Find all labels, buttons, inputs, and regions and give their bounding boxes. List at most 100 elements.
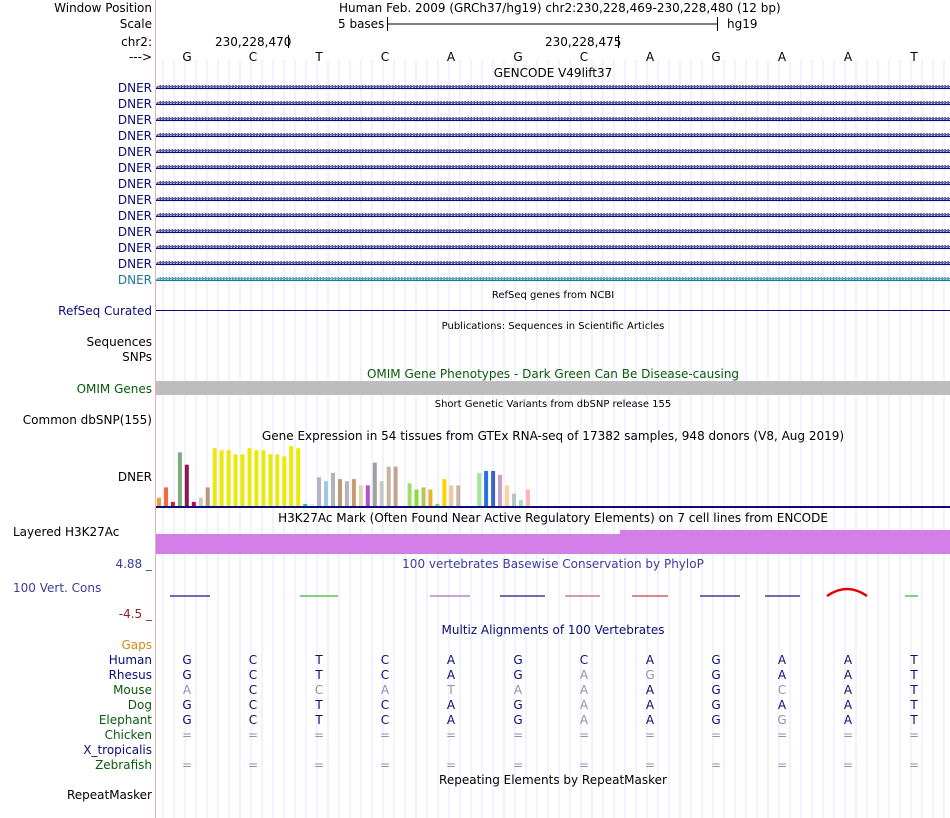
multiz-base: = bbox=[908, 728, 920, 742]
h3k27ac-track-title[interactable]: H3K27Ac Mark (Often Found Near Active Re… bbox=[278, 511, 828, 525]
gencode-gene-label[interactable]: DNER bbox=[117, 113, 152, 127]
gencode-gene-line[interactable] bbox=[156, 104, 950, 105]
multiz-species-label[interactable]: Human bbox=[108, 653, 152, 667]
multiz-species-label[interactable]: X_tropicalis bbox=[83, 743, 152, 757]
gtex-track-label[interactable]: DNER bbox=[117, 470, 152, 484]
h3k27ac-track-label[interactable]: Layered H3K27Ac bbox=[13, 525, 120, 539]
sequences-track-label[interactable]: Sequences bbox=[86, 335, 152, 349]
gencode-gene-label[interactable]: DNER bbox=[117, 145, 152, 159]
dbsnp-track-title[interactable]: Short Genetic Variants from dbSNP releas… bbox=[434, 399, 672, 410]
omim-track-title[interactable]: OMIM Gene Phenotypes - Dark Green Can Be… bbox=[366, 367, 740, 381]
coord-475: 230,228,475 bbox=[545, 35, 622, 49]
multiz-base: = bbox=[578, 728, 590, 742]
multiz-base: A bbox=[645, 713, 655, 727]
gtex-bar bbox=[379, 481, 384, 506]
omim-track-label[interactable]: OMIM Genes bbox=[76, 382, 152, 396]
multiz-base: A bbox=[579, 713, 589, 727]
multiz-base: C bbox=[777, 683, 787, 697]
gtex-bar bbox=[233, 454, 238, 506]
multiz-base: A bbox=[579, 683, 589, 697]
multiz-base: A bbox=[777, 668, 787, 682]
phylop-max-label: 4.88 _ bbox=[115, 557, 152, 571]
multiz-species-label[interactable]: Elephant bbox=[98, 713, 152, 727]
multiz-species-label[interactable]: Dog bbox=[127, 698, 152, 712]
gtex-bar bbox=[505, 485, 509, 506]
multiz-base: A bbox=[843, 698, 853, 712]
gaps-label: Gaps bbox=[121, 638, 152, 652]
gencode-gene-label[interactable]: DNER bbox=[117, 129, 152, 143]
multiz-base: G bbox=[182, 698, 192, 712]
gencode-gene-line[interactable] bbox=[156, 232, 950, 233]
gencode-gene-line[interactable] bbox=[156, 168, 950, 169]
gencode-gene-line[interactable] bbox=[156, 264, 950, 265]
gencode-strand-arrows: <<<<<<<<<<<<<<<<<<<<<<<<<<<<<<<<<<<<<<<<… bbox=[156, 164, 950, 173]
repeatmasker-track-title[interactable]: Repeating Elements by RepeatMasker bbox=[439, 773, 667, 787]
multiz-species-label[interactable]: Rhesus bbox=[108, 668, 152, 682]
gtex-bar bbox=[275, 454, 280, 506]
gencode-gene-line[interactable] bbox=[156, 216, 950, 217]
phylop-min-label: -4.5 _ bbox=[118, 607, 152, 621]
refseq-track-label[interactable]: RefSeq Curated bbox=[58, 304, 152, 318]
gtex-bar bbox=[303, 503, 308, 506]
multiz-base: C bbox=[248, 653, 258, 667]
multiz-track-title[interactable]: Multiz Alignments of 100 Vertebrates bbox=[441, 623, 665, 637]
base-letter: C bbox=[579, 50, 589, 64]
publications-track-title[interactable]: Publications: Sequences in Scientific Ar… bbox=[441, 321, 665, 332]
gencode-gene-label[interactable]: DNER bbox=[117, 209, 152, 223]
gtex-bar bbox=[393, 466, 398, 506]
gencode-gene-line[interactable] bbox=[156, 88, 950, 89]
multiz-base: = bbox=[445, 728, 457, 742]
gencode-gene-line[interactable] bbox=[156, 152, 950, 153]
gencode-gene-line[interactable] bbox=[156, 248, 950, 249]
gtex-bar bbox=[247, 448, 252, 506]
base-letter: T bbox=[910, 50, 918, 64]
gencode-track-title[interactable]: GENCODE V49lift37 bbox=[493, 66, 613, 80]
gencode-strand-arrows: <<<<<<<<<<<<<<<<<<<<<<<<<<<<<<<<<<<<<<<<… bbox=[156, 116, 950, 125]
multiz-base: A bbox=[843, 668, 853, 682]
gtex-bar bbox=[310, 503, 315, 506]
gencode-gene-label[interactable]: DNER bbox=[117, 177, 152, 191]
multiz-base: G bbox=[182, 653, 192, 667]
multiz-base: C bbox=[248, 698, 258, 712]
gtex-bar bbox=[254, 450, 259, 506]
gencode-gene-line[interactable] bbox=[156, 184, 950, 185]
chrom-label: chr2: bbox=[121, 35, 152, 49]
multiz-base: A bbox=[579, 668, 589, 682]
multiz-base: G bbox=[711, 683, 721, 697]
gencode-gene-label[interactable]: DNER bbox=[117, 161, 152, 175]
phylop-track-label[interactable]: 100 Vert. Cons bbox=[13, 581, 102, 595]
multiz-base: T bbox=[910, 713, 918, 727]
gencode-gene-line[interactable] bbox=[156, 120, 950, 121]
gencode-strand-arrows: <<<<<<<<<<<<<<<<<<<<<<<<<<<<<<<<<<<<<<<<… bbox=[156, 260, 950, 269]
gtex-bar bbox=[261, 450, 266, 506]
repeatmasker-track-label[interactable]: RepeatMasker bbox=[66, 788, 152, 802]
gencode-gene-label[interactable]: DNER bbox=[117, 257, 152, 271]
multiz-base: G bbox=[513, 713, 523, 727]
snps-track-label[interactable]: SNPs bbox=[122, 350, 152, 364]
multiz-base: G bbox=[711, 698, 721, 712]
gencode-gene-line[interactable] bbox=[156, 280, 950, 281]
refseq-track-title[interactable]: RefSeq genes from NCBI bbox=[491, 290, 615, 301]
base-letter: A bbox=[645, 50, 655, 64]
gtex-track-title[interactable]: Gene Expression in 54 tissues from GTEx … bbox=[261, 429, 845, 443]
gencode-gene-line[interactable] bbox=[156, 200, 950, 201]
gtex-bar bbox=[351, 479, 356, 506]
gencode-gene-label[interactable]: DNER bbox=[117, 225, 152, 239]
gencode-gene-label[interactable]: DNER bbox=[117, 241, 152, 255]
h3k27ac-signal bbox=[156, 534, 950, 554]
gtex-bar bbox=[449, 485, 454, 506]
multiz-species-label[interactable]: Zebrafish bbox=[95, 758, 152, 772]
gtex-bar bbox=[414, 489, 419, 506]
multiz-species-label[interactable]: Chicken bbox=[104, 728, 152, 742]
gtex-bar bbox=[268, 454, 273, 506]
gencode-gene-label[interactable]: DNER bbox=[117, 273, 152, 287]
dbsnp-track-label[interactable]: Common dbSNP(155) bbox=[22, 413, 152, 427]
multiz-species-label[interactable]: Mouse bbox=[113, 683, 152, 697]
multiz-base: = bbox=[512, 728, 524, 742]
gencode-gene-label[interactable]: DNER bbox=[117, 97, 152, 111]
gtex-bar bbox=[338, 479, 342, 506]
gencode-gene-label[interactable]: DNER bbox=[117, 193, 152, 207]
gencode-gene-label[interactable]: DNER bbox=[117, 81, 152, 95]
gencode-gene-line[interactable] bbox=[156, 136, 950, 137]
phylop-track-title[interactable]: 100 vertebrates Basewise Conservation by… bbox=[402, 557, 704, 571]
